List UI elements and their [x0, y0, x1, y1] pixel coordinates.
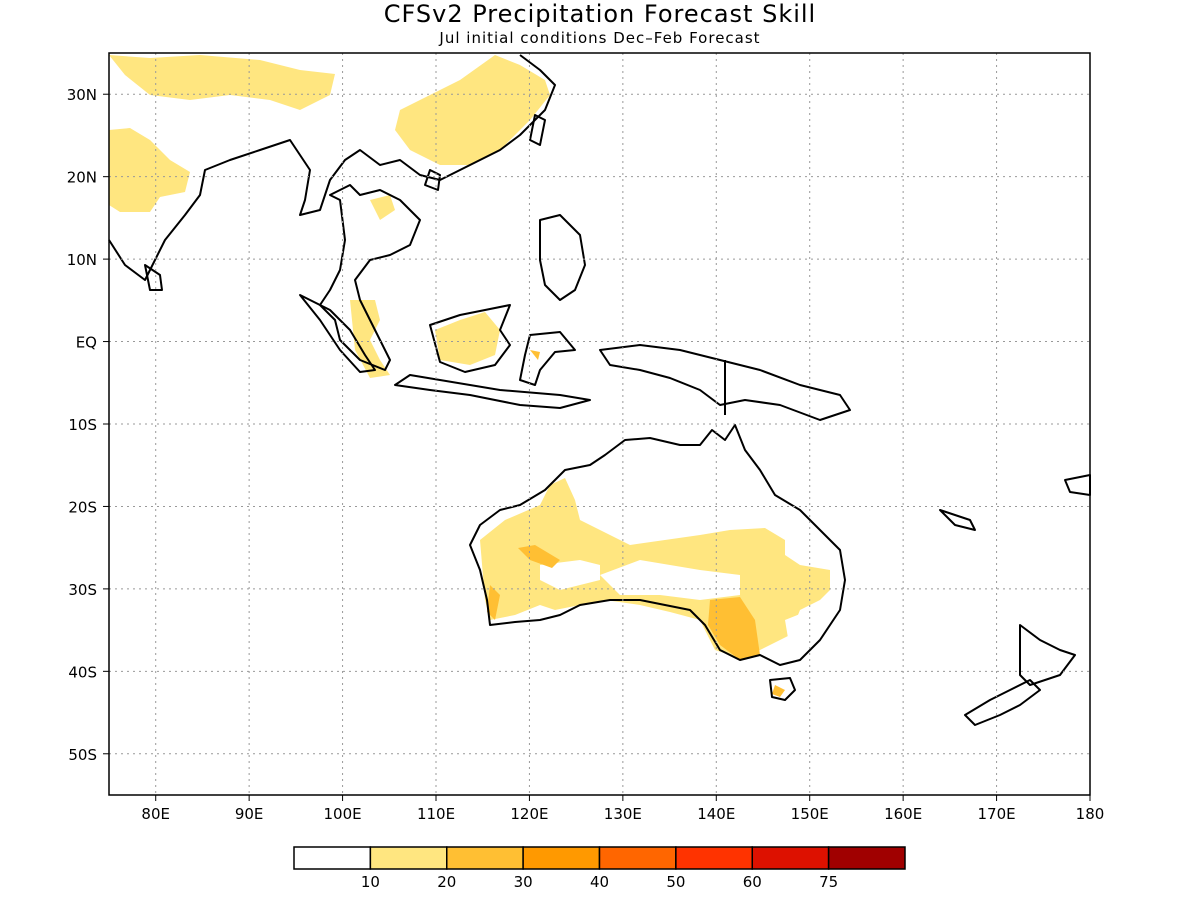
colorbar-swatch — [522, 846, 601, 870]
lon-label: 150E — [791, 805, 829, 823]
lon-label: 90E — [235, 805, 264, 823]
colorbar: 10 20 30 40 50 60 75 — [293, 846, 906, 891]
lon-label: 130E — [604, 805, 642, 823]
colorbar-swatch — [598, 846, 677, 870]
colorbar-label: 20 — [437, 873, 456, 891]
map-subtitle: Jul initial conditions Dec–Feb Forecast — [439, 29, 761, 47]
lat-label: 10S — [68, 416, 97, 434]
colorbar-swatch — [446, 846, 524, 870]
colorbar-swatch — [751, 846, 830, 870]
map-title: CFSv2 Precipitation Forecast Skill — [383, 0, 817, 28]
colorbar-label: 40 — [590, 873, 609, 891]
lat-label: 10N — [67, 251, 97, 269]
lat-label: EQ — [76, 334, 97, 352]
lon-label: 140E — [697, 805, 735, 823]
coastlines — [108, 54, 1091, 726]
lon-label: 160E — [884, 805, 922, 823]
lat-label: 50S — [68, 746, 97, 764]
lon-label: 120E — [510, 805, 548, 823]
colorbar-swatch — [827, 846, 906, 870]
lon-label: 180 — [1076, 805, 1105, 823]
colorbar-label: 50 — [666, 873, 685, 891]
lat-label: 20N — [67, 169, 97, 187]
skill-holes — [540, 560, 840, 655]
lat-label: 30S — [68, 581, 97, 599]
lon-label: 80E — [141, 805, 170, 823]
colorbar-label: 10 — [361, 873, 380, 891]
longitude-labels: 80E 90E 100E 110E 120E 130E 140E 150E 160E 170E 18… — [141, 795, 1104, 823]
lon-label: 170E — [978, 805, 1016, 823]
latitude-labels: 30N 20N 10N EQ 10S 20S 30S 40S 50S — [67, 86, 109, 764]
colorbar-swatch — [293, 846, 372, 870]
lon-label: 110E — [417, 805, 455, 823]
colorbar-label: 75 — [819, 873, 838, 891]
map-frame — [108, 52, 1091, 796]
lat-label: 40S — [68, 663, 97, 681]
lat-label: 20S — [68, 498, 97, 516]
graticule — [109, 53, 1090, 795]
colorbar-label: 60 — [743, 873, 762, 891]
lon-label: 100E — [324, 805, 362, 823]
lat-label: 30N — [67, 86, 97, 104]
colorbar-swatch — [369, 846, 448, 870]
colorbar-label: 30 — [514, 873, 533, 891]
colorbar-swatch — [675, 846, 753, 870]
skill-shading-20 — [487, 350, 760, 660]
